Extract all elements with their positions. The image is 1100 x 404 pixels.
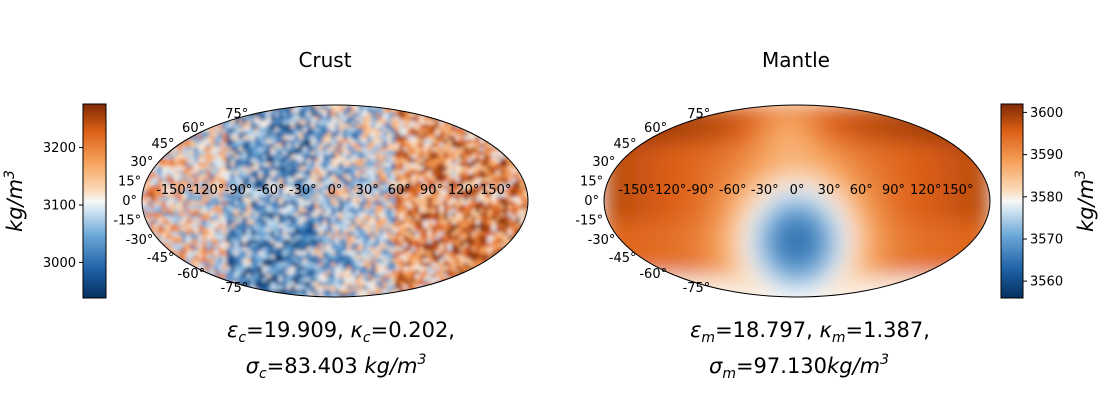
crust-colorbar-label: kg/m3 [2,170,27,232]
latitude-tick-label: -30° [126,233,154,248]
latitude-tick-label: -45° [147,251,175,266]
longitude-tick-label: -60° [719,183,747,198]
longitude-tick-label: 0° [790,183,805,198]
longitude-tick-label: 30° [818,183,841,198]
latitude-tick-label: -75° [683,281,711,296]
latitude-tick-label: 15° [118,174,141,189]
longitude-tick-label: -120° [188,183,224,198]
latitude-tick-label: 75° [225,107,248,122]
longitude-tick-label: 60° [388,183,411,198]
latitude-tick-label: 30° [130,155,153,170]
longitude-tick-label: -60° [257,183,285,198]
colorbar-tick-label: 3600 [1030,106,1063,121]
longitude-tick-label: 120° [448,183,479,198]
longitude-tick-label: -150° [618,183,654,198]
longitude-tick-label: 150° [480,183,511,198]
colorbar-tick-label: 3100 [43,199,76,214]
latitude-tick-label: 0° [122,194,137,209]
colorbar-tick-label: 3200 [43,141,76,156]
colorbar-tick-label: 3590 [1030,148,1063,163]
latitude-tick-label: 45° [613,137,636,152]
colorbar-tick-label: 3000 [43,256,76,271]
latitude-tick-label: 30° [592,155,615,170]
longitude-tick-label: -150° [156,183,192,198]
latitude-tick-label: 60° [644,121,667,136]
latitude-tick-label: -45° [609,251,637,266]
longitude-tick-label: -90° [225,183,253,198]
crust-colorbar: 3000 3100 3200 [43,104,106,298]
latitude-tick-label: 15° [580,174,603,189]
longitude-tick-label: 120° [910,183,941,198]
latitude-tick-label: -60° [639,267,667,282]
mantle-caption-line2: σm=97.130kg/m3 [709,352,889,382]
longitude-tick-label: 30° [356,183,379,198]
mantle-caption-line1: εm=18.797, κm=1.387, [690,318,930,346]
latitude-tick-label: -15° [575,214,603,229]
latitude-tick-label: 45° [151,137,174,152]
mantle-colorbar: 3560 3570 3580 3590 3600 [1001,104,1063,298]
longitude-tick-label: -120° [650,183,686,198]
longitude-tick-label: -30° [751,183,779,198]
longitude-tick-label: 150° [942,183,973,198]
colorbar-tick-label: 3560 [1030,275,1063,290]
longitude-tick-label: 0° [328,183,343,198]
colorbar-tick-label: 3580 [1030,190,1063,205]
colorbar-tick-label: 3570 [1030,233,1063,248]
mantle-title: Mantle [762,48,830,72]
latitude-tick-label: -60° [177,267,205,282]
latitude-tick-label: -15° [113,214,141,229]
longitude-tick-label: 90° [420,183,443,198]
crust-caption-line1: εc=19.909, κc=0.202, [227,318,455,346]
mantle-colorbar-label: kg/m3 [1073,170,1098,232]
crust-caption-line2: σc=83.403 kg/m3 [246,352,427,382]
longitude-tick-label: 90° [882,183,905,198]
longitude-tick-label: -90° [687,183,715,198]
latitude-tick-label: -75° [221,281,249,296]
longitude-tick-label: -30° [289,183,317,198]
latitude-tick-label: -30° [588,233,616,248]
latitude-tick-label: 0° [584,194,599,209]
crust-title: Crust [298,48,351,72]
latitude-tick-label: 75° [687,107,710,122]
latitude-tick-label: 60° [182,121,205,136]
longitude-tick-label: 60° [850,183,873,198]
